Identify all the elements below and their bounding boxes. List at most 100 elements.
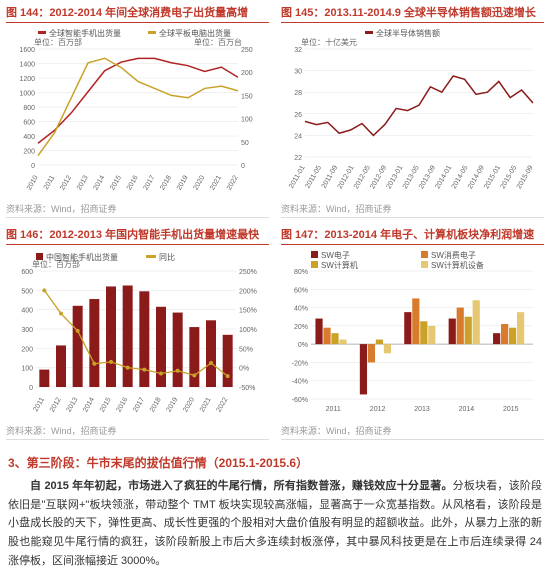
chart-145-title: 图 145：2013.11-2014.9 全球半导体销售额迅速增长 <box>281 4 544 23</box>
chart-144: 全球智能手机出货量全球平板电脑出货量单位：百万部单位：百万台0200400600… <box>6 27 269 200</box>
svg-text:全球平板电脑出货量: 全球平板电脑出货量 <box>159 28 231 38</box>
svg-text:-60%: -60% <box>292 397 308 404</box>
svg-text:全球智能手机出货量: 全球智能手机出货量 <box>49 28 121 38</box>
svg-text:300: 300 <box>21 327 33 334</box>
svg-text:0: 0 <box>29 385 33 392</box>
svg-text:2010: 2010 <box>26 174 40 191</box>
svg-text:2019: 2019 <box>176 174 190 191</box>
svg-text:200: 200 <box>241 70 253 77</box>
svg-text:80%: 80% <box>294 269 308 276</box>
svg-text:60%: 60% <box>294 287 308 294</box>
svg-text:150%: 150% <box>239 308 257 315</box>
svg-text:2018: 2018 <box>159 174 173 191</box>
svg-text:26: 26 <box>294 112 302 119</box>
svg-text:单位：十亿美元: 单位：十亿美元 <box>301 37 357 47</box>
svg-text:22: 22 <box>294 155 302 162</box>
svg-text:24: 24 <box>294 133 302 140</box>
svg-text:2015: 2015 <box>109 174 123 191</box>
svg-text:100: 100 <box>21 366 33 373</box>
svg-text:2016: 2016 <box>126 174 140 191</box>
svg-text:200%: 200% <box>239 288 257 295</box>
chart-145: 全球半导体销售额单位：十亿美元2224262830322011-012011-0… <box>281 27 544 200</box>
svg-text:2021: 2021 <box>199 396 213 413</box>
section-heading: 3、第三阶段：牛市末尾的拔估值行情（2015.1-2015.6） <box>0 444 550 477</box>
svg-text:2014: 2014 <box>459 406 475 413</box>
chart-146-title: 图 146：2012-2013 年国内智能手机出货量增速最快 <box>6 226 269 245</box>
svg-text:2013: 2013 <box>76 174 90 191</box>
body-lead: 自 2015 年年初起，市场进入了疯狂的牛尾行情，所有指数普涨，赚钱效应十分显著… <box>30 480 453 492</box>
chart-147-title: 图 147：2013-2014 年电子、计算机板块净利润增速 <box>281 226 544 245</box>
svg-text:2013: 2013 <box>414 406 430 413</box>
svg-text:2016: 2016 <box>116 396 130 413</box>
svg-text:2015: 2015 <box>99 396 113 413</box>
svg-text:SW计算机设备: SW计算机设备 <box>431 260 484 270</box>
svg-text:600: 600 <box>21 269 33 276</box>
svg-text:2017: 2017 <box>132 396 146 413</box>
svg-text:2012: 2012 <box>370 406 386 413</box>
svg-text:-40%: -40% <box>292 379 308 386</box>
svg-text:SW电子: SW电子 <box>321 250 350 260</box>
svg-text:全球半导体销售额: 全球半导体销售额 <box>376 28 440 38</box>
svg-text:单位：百万台: 单位：百万台 <box>194 37 242 47</box>
chart-146-panel: 图 146：2012-2013 年国内智能手机出货量增速最快 中国智能手机出货量… <box>0 222 275 444</box>
svg-text:2017: 2017 <box>143 174 157 191</box>
svg-text:2015: 2015 <box>503 406 519 413</box>
svg-text:SW消费电子: SW消费电子 <box>431 250 476 260</box>
chart-145-source: 资料来源：Wind，招商证券 <box>281 202 544 218</box>
svg-text:-50%: -50% <box>239 385 255 392</box>
svg-text:250%: 250% <box>239 269 257 276</box>
svg-text:2020: 2020 <box>193 174 207 191</box>
svg-text:2014: 2014 <box>82 396 96 413</box>
svg-text:2021: 2021 <box>209 174 223 191</box>
svg-text:2011: 2011 <box>32 396 46 413</box>
svg-text:单位：百万部: 单位：百万部 <box>34 37 82 47</box>
svg-text:400: 400 <box>21 308 33 315</box>
svg-text:2013: 2013 <box>66 396 80 413</box>
svg-text:单位：百万部: 单位：百万部 <box>32 259 80 269</box>
svg-text:30: 30 <box>294 69 302 76</box>
svg-text:1400: 1400 <box>19 62 35 69</box>
svg-text:200: 200 <box>21 346 33 353</box>
svg-text:500: 500 <box>21 288 33 295</box>
svg-text:100: 100 <box>241 117 253 124</box>
svg-text:2011: 2011 <box>43 174 57 191</box>
body-rest: 分板块看，该阶段依旧是"互联网+"板块领涨，带动整个 TMT 板块实现较高涨幅，… <box>8 480 542 567</box>
chart-147: SW电子SW消费电子SW计算机SW计算机设备-60%-40%-20%0%20%4… <box>281 249 544 422</box>
svg-text:0%: 0% <box>239 366 249 373</box>
chart-144-title: 图 144：2012-2014 年间全球消费电子出货量高增 <box>6 4 269 23</box>
svg-text:0%: 0% <box>298 342 308 349</box>
svg-text:2011: 2011 <box>326 406 341 413</box>
svg-text:2022: 2022 <box>216 396 230 413</box>
svg-text:1600: 1600 <box>19 47 35 54</box>
svg-text:250: 250 <box>241 47 253 54</box>
svg-text:40%: 40% <box>294 306 308 313</box>
chart-144-panel: 图 144：2012-2014 年间全球消费电子出货量高增 全球智能手机出货量 全… <box>0 0 275 222</box>
svg-text:400: 400 <box>23 134 35 141</box>
svg-text:2020: 2020 <box>182 396 196 413</box>
svg-text:2012: 2012 <box>49 396 63 413</box>
svg-text:1000: 1000 <box>19 91 35 98</box>
chart-145-panel: 图 145：2013.11-2014.9 全球半导体销售额迅速增长 全球半导体销… <box>275 0 550 222</box>
svg-text:32: 32 <box>294 47 302 54</box>
chart-146-source: 资料来源：Wind，招商证券 <box>6 424 269 440</box>
svg-text:2015-09: 2015-09 <box>516 164 535 190</box>
svg-text:同比: 同比 <box>159 252 175 262</box>
svg-text:1200: 1200 <box>19 76 35 83</box>
svg-text:150: 150 <box>241 93 253 100</box>
svg-text:2019: 2019 <box>166 396 180 413</box>
chart-147-panel: 图 147：2013-2014 年电子、计算机板块净利润增速 SW电子 SW消费电… <box>275 222 550 444</box>
svg-text:800: 800 <box>23 105 35 112</box>
svg-text:2012: 2012 <box>59 174 73 191</box>
chart-147-source: 资料来源：Wind，招商证券 <box>281 424 544 440</box>
svg-text:2014: 2014 <box>93 174 107 191</box>
svg-text:50%: 50% <box>239 346 253 353</box>
chart-144-source: 资料来源：Wind，招商证券 <box>6 202 269 218</box>
chart-146: 中国智能手机出货量同比单位：百万部0100200300400500600-50%… <box>6 249 269 422</box>
svg-text:2018: 2018 <box>149 396 163 413</box>
svg-text:-20%: -20% <box>292 360 308 367</box>
svg-text:200: 200 <box>23 149 35 156</box>
svg-text:0: 0 <box>31 163 35 170</box>
body-paragraph: 自 2015 年年初起，市场进入了疯狂的牛尾行情，所有指数普涨，赚钱效应十分显著… <box>0 477 550 578</box>
svg-text:SW计算机: SW计算机 <box>321 260 358 270</box>
svg-text:100%: 100% <box>239 327 257 334</box>
